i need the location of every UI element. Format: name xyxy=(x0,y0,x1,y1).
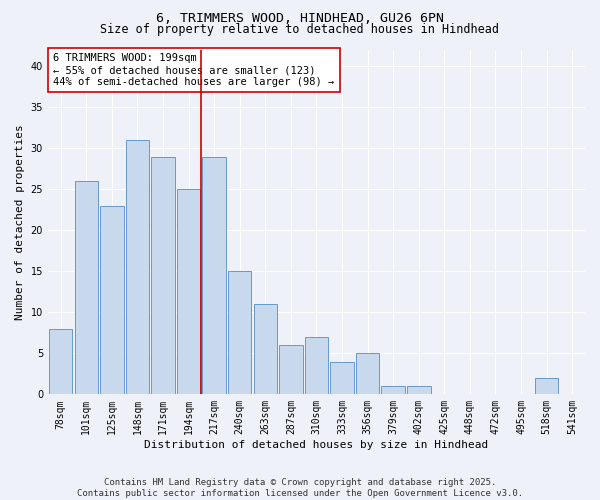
Y-axis label: Number of detached properties: Number of detached properties xyxy=(15,124,25,320)
Text: Contains HM Land Registry data © Crown copyright and database right 2025.
Contai: Contains HM Land Registry data © Crown c… xyxy=(77,478,523,498)
Bar xyxy=(330,362,354,394)
Bar xyxy=(177,190,200,394)
Bar xyxy=(74,181,98,394)
X-axis label: Distribution of detached houses by size in Hindhead: Distribution of detached houses by size … xyxy=(145,440,488,450)
Bar xyxy=(100,206,124,394)
Text: 6, TRIMMERS WOOD, HINDHEAD, GU26 6PN: 6, TRIMMERS WOOD, HINDHEAD, GU26 6PN xyxy=(156,12,444,26)
Bar xyxy=(535,378,559,394)
Bar xyxy=(279,345,302,395)
Bar xyxy=(125,140,149,394)
Text: Size of property relative to detached houses in Hindhead: Size of property relative to detached ho… xyxy=(101,22,499,36)
Bar xyxy=(356,354,379,395)
Bar xyxy=(305,337,328,394)
Bar xyxy=(407,386,431,394)
Text: 6 TRIMMERS WOOD: 199sqm
← 55% of detached houses are smaller (123)
44% of semi-d: 6 TRIMMERS WOOD: 199sqm ← 55% of detache… xyxy=(53,54,335,86)
Bar xyxy=(151,156,175,394)
Bar xyxy=(202,156,226,394)
Bar xyxy=(228,272,251,394)
Bar xyxy=(254,304,277,394)
Bar xyxy=(382,386,405,394)
Bar xyxy=(49,328,73,394)
